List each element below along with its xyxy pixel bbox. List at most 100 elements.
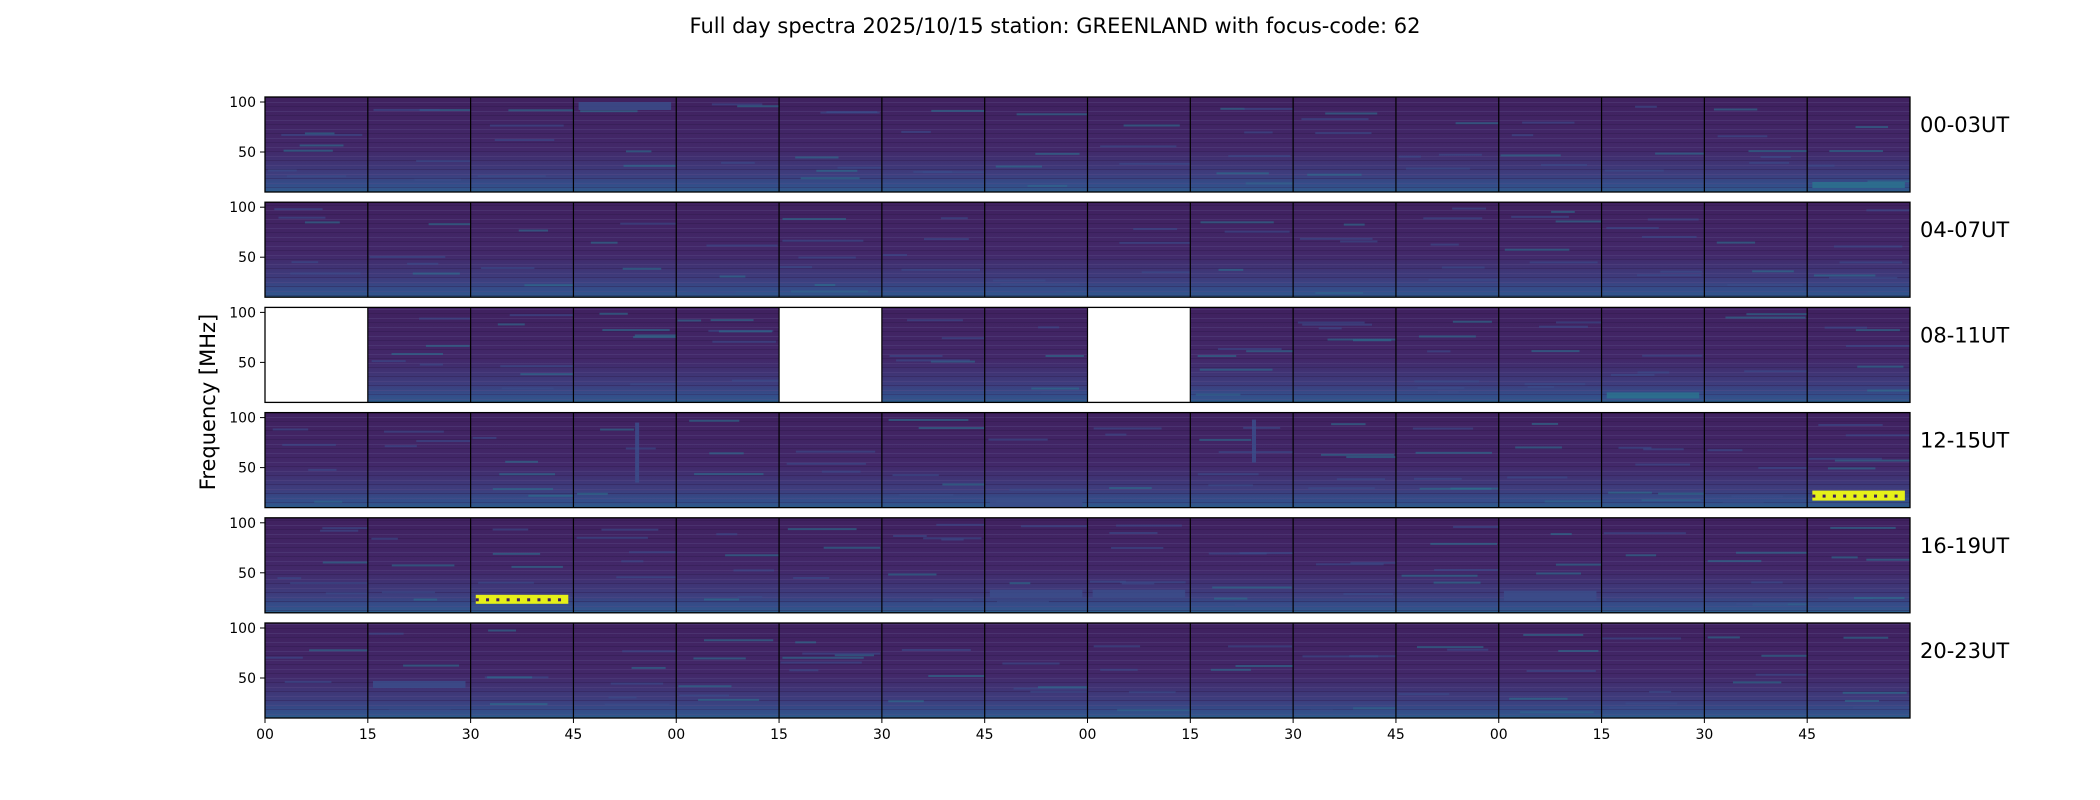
signal-line <box>1430 542 1497 545</box>
signal-line <box>322 527 368 530</box>
signal-line <box>1538 325 1588 328</box>
signal-line <box>500 365 574 368</box>
signal-line <box>291 261 319 264</box>
signal-line <box>1531 350 1580 353</box>
row-label: 20-23UT <box>1920 639 2009 663</box>
signal-line <box>716 533 738 536</box>
signal-line <box>1430 243 1459 246</box>
noise-band <box>1395 708 1499 716</box>
noise-band <box>881 392 985 401</box>
signal-line <box>286 175 347 178</box>
signal-line <box>283 149 333 152</box>
noise-band <box>1190 182 1294 190</box>
noise-band <box>1704 497 1808 506</box>
signal-line <box>1854 596 1905 599</box>
signal-line <box>888 700 924 703</box>
noise-band <box>1498 602 1602 611</box>
signal-line <box>923 238 969 241</box>
signal-line <box>631 666 666 669</box>
spectral-lines <box>676 97 780 192</box>
noise-band <box>573 287 677 296</box>
burst-gap <box>1853 494 1857 498</box>
signal-feature <box>1503 590 1597 601</box>
signal-line <box>1111 546 1164 549</box>
signal-line <box>381 591 436 594</box>
signal-line <box>1035 152 1080 155</box>
signal-line <box>1641 499 1701 502</box>
signal-line <box>1302 655 1379 658</box>
x-tick-label: 00 <box>1490 727 1508 743</box>
signal-line <box>1732 681 1782 684</box>
missing-panel <box>1087 307 1191 403</box>
noise-band <box>1704 392 1808 401</box>
spectral-lines <box>779 517 882 613</box>
signal-line <box>1857 365 1904 368</box>
noise-band <box>984 287 1088 296</box>
spectral-lines <box>676 202 780 298</box>
row-frame <box>264 517 1911 614</box>
noise-band <box>265 602 368 611</box>
signal-line <box>942 483 985 486</box>
signal-line <box>1641 236 1697 239</box>
signal-line <box>1529 261 1598 264</box>
spectral-lines <box>881 517 985 613</box>
noise-band <box>1498 287 1602 296</box>
signal-line <box>706 244 778 247</box>
signal-line <box>428 223 471 226</box>
spectral-lines <box>1395 202 1499 298</box>
signal-line <box>1318 327 1342 330</box>
signal-line <box>888 418 969 421</box>
signal-line <box>604 703 670 706</box>
noise-band <box>1704 287 1808 296</box>
spectral-lines <box>573 623 677 718</box>
signal-line <box>1340 240 1378 243</box>
signal-line <box>1867 389 1910 392</box>
signal-line <box>1141 271 1191 274</box>
signal-line <box>267 169 297 172</box>
signal-line <box>721 161 755 164</box>
signal-line <box>941 337 985 340</box>
spectral-lines <box>1087 412 1191 508</box>
signal-line <box>1002 662 1060 665</box>
signal-line <box>489 703 548 706</box>
spectral-lines <box>1601 517 1705 613</box>
signal-line <box>1315 132 1372 135</box>
signal-line <box>419 317 471 320</box>
signal-line <box>1833 245 1903 248</box>
noise-band <box>1190 392 1294 401</box>
signal-line <box>1452 207 1487 210</box>
signal-line <box>373 108 440 111</box>
spectra-grid: 100 50 00-03UT 100 50 04-07UT 100 50 08-11UT 100 5… <box>229 95 2009 719</box>
burst-gap <box>537 598 541 602</box>
signal-line <box>1828 276 1898 279</box>
signal-line <box>1531 422 1559 425</box>
signal-line <box>1842 691 1907 694</box>
spectral-lines <box>1704 412 1808 508</box>
noise-band <box>676 392 780 401</box>
burst-gap <box>1894 494 1898 498</box>
signal-line <box>629 551 677 554</box>
y-tick-label: 50 <box>238 461 256 477</box>
signal-feature <box>1252 419 1256 463</box>
signal-line <box>1009 488 1087 491</box>
signal-line <box>1749 161 1790 164</box>
spectral-lines <box>1704 307 1808 403</box>
noise-band <box>1087 708 1191 716</box>
signal-line <box>793 576 830 579</box>
signal-line <box>419 109 471 112</box>
signal-line <box>1642 354 1703 357</box>
spectral-lines <box>779 202 882 298</box>
signal-line <box>1346 456 1396 459</box>
signal-line <box>1031 387 1080 390</box>
signal-line <box>780 661 862 664</box>
signal-line <box>1520 711 1594 714</box>
signal-line <box>599 312 628 315</box>
signal-line <box>304 132 335 135</box>
signal-line <box>787 528 857 531</box>
signal-line <box>1725 316 1806 319</box>
signal-line <box>494 139 555 142</box>
y-tick-label: 100 <box>229 621 256 637</box>
spectral-lines <box>265 623 368 718</box>
signal-line <box>492 488 554 491</box>
signal-line <box>790 290 868 293</box>
